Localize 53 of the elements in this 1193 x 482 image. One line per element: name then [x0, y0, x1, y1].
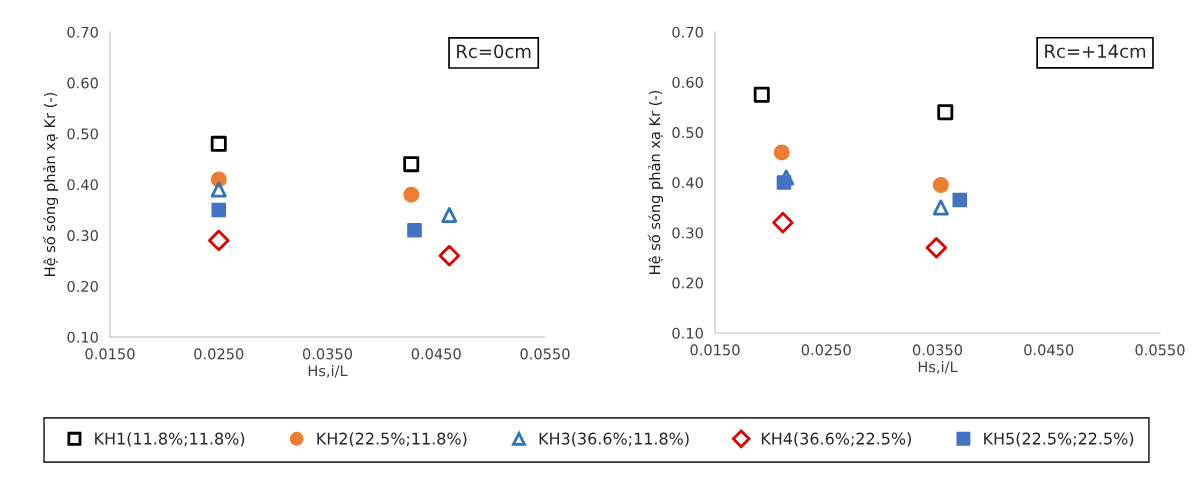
- y-tick-label: 0.50: [67, 128, 98, 140]
- y-tick-label: 0.60: [672, 76, 703, 88]
- x-axis-title: Hs,i/L: [308, 365, 348, 378]
- y-tick-label: 0.20: [67, 280, 98, 292]
- point: [210, 135, 227, 152]
- y-tick-label: 0.40: [672, 177, 703, 189]
- x-tick-label: 0.0350: [302, 348, 353, 360]
- y-tick-label: 0.50: [672, 127, 703, 139]
- y-tick-label: 0.40: [67, 179, 98, 191]
- x-tick-label: 0.0250: [194, 348, 244, 360]
- y-tick-label: 0.30: [672, 227, 703, 239]
- annotation: Rc=0cm: [457, 44, 531, 59]
- y-tick-label: 0.70: [672, 26, 703, 38]
- x-axis-title: Hs,i/L: [918, 361, 958, 374]
- legend-label: KH5(22.5%;22.5%): [984, 432, 1134, 447]
- x-tick-label: 0.0350: [912, 344, 963, 356]
- x-tick-label: 0.0450: [1024, 344, 1074, 356]
- y-tick-label: 0.70: [67, 26, 98, 38]
- x-tick-label: 0.0550: [520, 348, 570, 360]
- y-axis-title: Hệ số sóng phản xạ Kr (-): [42, 92, 59, 276]
- point: [776, 175, 792, 190]
- x-tick-label: 0.0250: [801, 344, 851, 356]
- y-tick-label: 0.30: [67, 230, 98, 242]
- legend-label: KH2(22.5%;11.8%): [317, 432, 467, 447]
- x-tick-label: 0.0150: [85, 348, 135, 360]
- legend-label: KH4(36.6%;22.5%): [761, 432, 911, 447]
- point: [210, 181, 227, 198]
- y-axis-title: Hệ số sóng phản xạ Kr (-): [647, 90, 664, 274]
- x-tick-label: 0.0150: [690, 344, 740, 356]
- point: [403, 186, 420, 203]
- point: [438, 244, 461, 267]
- legend-label: KH3(36.6%;11.8%): [539, 432, 689, 447]
- point: [952, 192, 968, 208]
- point: [932, 177, 949, 193]
- point: [937, 104, 954, 121]
- y-tick-label: 0.10: [67, 331, 98, 343]
- point: [441, 207, 458, 223]
- legend-label: KH1(11.8%;11.8%): [95, 432, 245, 447]
- point: [407, 222, 422, 238]
- point: [772, 211, 794, 234]
- point: [403, 156, 420, 173]
- x-tick-label: 0.0550: [1135, 344, 1185, 356]
- point: [932, 199, 949, 216]
- point: [208, 229, 230, 252]
- point: [773, 144, 790, 161]
- y-tick-label: 0.10: [672, 327, 703, 339]
- point: [925, 237, 948, 259]
- y-tick-label: 0.60: [67, 77, 98, 89]
- point: [211, 202, 227, 218]
- point: [753, 86, 770, 103]
- x-tick-label: 0.0450: [411, 348, 461, 360]
- annotation: Rc=+14cm: [1045, 44, 1146, 59]
- y-tick-label: 0.20: [672, 277, 703, 289]
